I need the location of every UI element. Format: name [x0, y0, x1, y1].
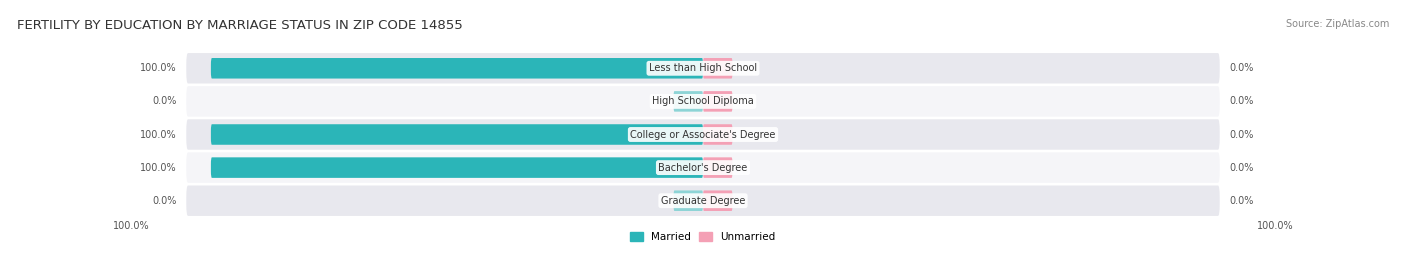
Text: 100.0%: 100.0% [139, 162, 177, 173]
Text: 100.0%: 100.0% [139, 129, 177, 140]
Text: Source: ZipAtlas.com: Source: ZipAtlas.com [1285, 19, 1389, 29]
FancyBboxPatch shape [703, 91, 733, 112]
FancyBboxPatch shape [211, 124, 703, 145]
Text: 100.0%: 100.0% [112, 221, 149, 231]
FancyBboxPatch shape [187, 53, 1219, 83]
Text: 0.0%: 0.0% [1229, 96, 1254, 107]
Text: 100.0%: 100.0% [1257, 221, 1294, 231]
Text: 0.0%: 0.0% [1229, 196, 1254, 206]
FancyBboxPatch shape [703, 157, 733, 178]
FancyBboxPatch shape [187, 152, 1219, 183]
Text: 0.0%: 0.0% [152, 196, 177, 206]
Text: 100.0%: 100.0% [139, 63, 177, 73]
Text: 0.0%: 0.0% [1229, 129, 1254, 140]
Text: 0.0%: 0.0% [152, 96, 177, 107]
FancyBboxPatch shape [187, 119, 1219, 150]
Text: Bachelor's Degree: Bachelor's Degree [658, 162, 748, 173]
Text: High School Diploma: High School Diploma [652, 96, 754, 107]
FancyBboxPatch shape [187, 186, 1219, 216]
FancyBboxPatch shape [703, 190, 733, 211]
FancyBboxPatch shape [703, 58, 733, 79]
FancyBboxPatch shape [211, 58, 703, 79]
Legend: Married, Unmarried: Married, Unmarried [626, 228, 780, 246]
Text: Graduate Degree: Graduate Degree [661, 196, 745, 206]
Text: 0.0%: 0.0% [1229, 162, 1254, 173]
Text: 0.0%: 0.0% [1229, 63, 1254, 73]
FancyBboxPatch shape [673, 91, 703, 112]
FancyBboxPatch shape [187, 86, 1219, 117]
Text: Less than High School: Less than High School [650, 63, 756, 73]
FancyBboxPatch shape [703, 124, 733, 145]
FancyBboxPatch shape [211, 157, 703, 178]
FancyBboxPatch shape [673, 190, 703, 211]
Text: FERTILITY BY EDUCATION BY MARRIAGE STATUS IN ZIP CODE 14855: FERTILITY BY EDUCATION BY MARRIAGE STATU… [17, 19, 463, 32]
Text: College or Associate's Degree: College or Associate's Degree [630, 129, 776, 140]
